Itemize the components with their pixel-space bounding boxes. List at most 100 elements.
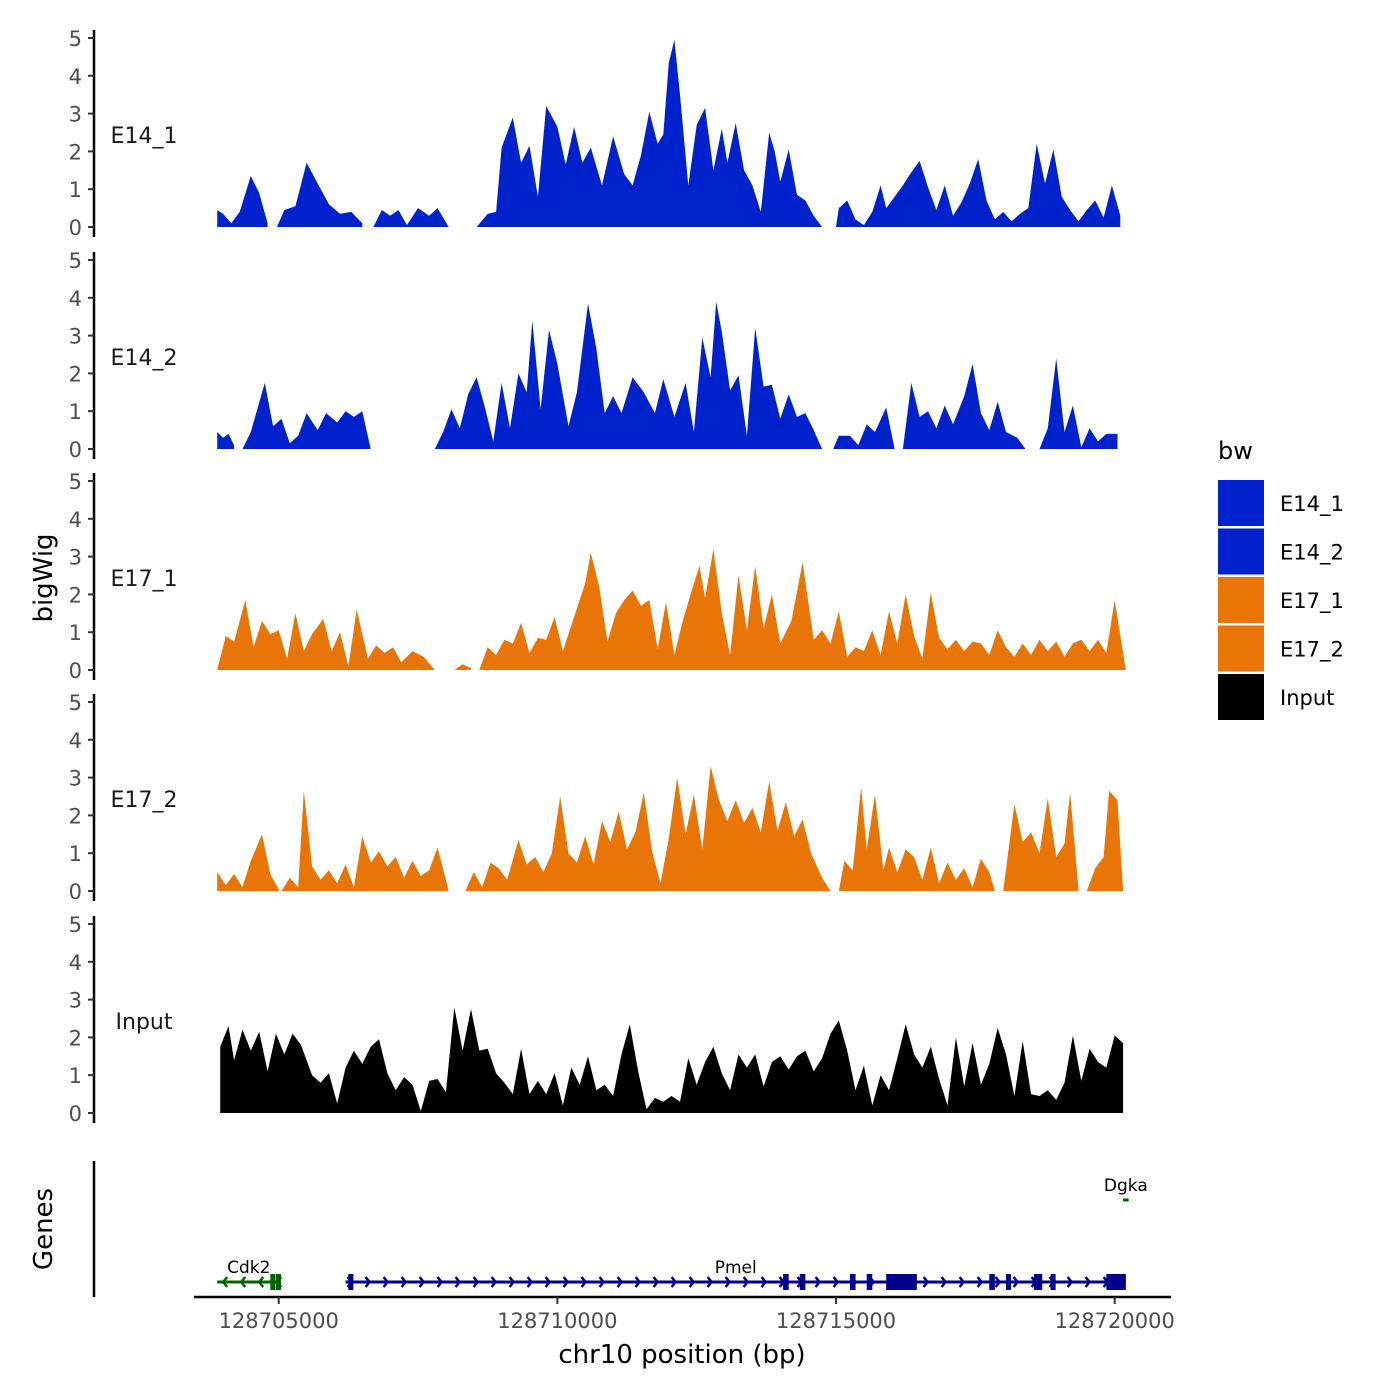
gene-label: Dgka xyxy=(1104,1176,1148,1196)
strand-chevron xyxy=(221,1276,229,1288)
strand-chevron xyxy=(526,1276,534,1288)
strand-chevron xyxy=(958,1276,966,1288)
x-axis: 128705000 128710000 128715000 128720000 xyxy=(194,1295,1175,1333)
exon xyxy=(1006,1274,1012,1290)
exon xyxy=(783,1274,789,1290)
legend: bw E14_1 E14_2 E17_1 E17_2 Input xyxy=(1218,437,1344,720)
strand-chevron xyxy=(257,1276,265,1288)
x-tick-label: 128710000 xyxy=(497,1309,617,1333)
legend-swatch xyxy=(1218,625,1264,672)
y-tick-label: 3 xyxy=(69,103,82,127)
strand-chevron xyxy=(598,1276,606,1288)
y-axis-title: bigWig xyxy=(29,533,59,622)
coverage-area xyxy=(465,766,831,891)
y-tick-label: 0 xyxy=(69,880,82,904)
x-tick-label: 128715000 xyxy=(776,1309,896,1333)
track-label: E17_2 xyxy=(111,788,178,813)
y-tick-label: 2 xyxy=(69,583,82,607)
strand-chevron xyxy=(382,1276,390,1288)
legend-label: E17_1 xyxy=(1280,589,1344,614)
y-tick-label: 4 xyxy=(69,729,82,753)
gene-Cdk2: Cdk2 xyxy=(217,1258,283,1290)
gene-label: Pmel xyxy=(715,1258,757,1278)
legend-swatch xyxy=(1218,528,1264,575)
x-tick-label: 128720000 xyxy=(1055,1309,1175,1333)
coverage-area xyxy=(217,834,279,891)
coverage-area xyxy=(277,162,363,227)
y-tick-label: 5 xyxy=(69,691,82,715)
y-tick-label: 1 xyxy=(69,621,82,645)
strand-chevron xyxy=(1012,1276,1020,1288)
exon xyxy=(989,1274,995,1290)
coverage-area xyxy=(1039,358,1118,449)
coverage-area xyxy=(476,39,823,228)
y-tick-label: 1 xyxy=(69,1064,82,1088)
gene-Dgka: Dgka xyxy=(1104,1176,1148,1202)
coverage-area xyxy=(217,600,435,670)
strand-chevron xyxy=(634,1276,642,1288)
strand-chevron xyxy=(562,1276,570,1288)
genes-axis-title: Genes xyxy=(29,1188,59,1270)
strand-chevron xyxy=(814,1276,822,1288)
coverage-area xyxy=(479,549,1126,670)
legend-label: E14_1 xyxy=(1280,492,1344,517)
exon xyxy=(348,1274,354,1290)
exon xyxy=(799,1274,806,1290)
exon xyxy=(1050,1274,1056,1290)
strand-chevron xyxy=(436,1276,444,1288)
exon xyxy=(849,1274,856,1290)
y-tick-label: 2 xyxy=(69,140,82,164)
strand-chevron xyxy=(994,1276,1002,1288)
track-Input: 0 1 2 3 4 5 Input xyxy=(69,913,1124,1126)
coverage-area xyxy=(281,790,449,891)
legend-entries: E14_1 E14_2 E17_1 E17_2 Input xyxy=(1218,480,1344,720)
strand-chevron xyxy=(652,1276,660,1288)
y-tick-label: 2 xyxy=(69,1026,82,1050)
track-E17_1: 0 1 2 3 4 5 E17_1 xyxy=(69,470,1126,683)
strand-chevron xyxy=(454,1276,462,1288)
y-tick-label: 5 xyxy=(69,470,82,494)
gene-track: Cdk2 Pmel Dgka xyxy=(92,1161,1148,1297)
exon xyxy=(866,1274,873,1290)
y-tick-label: 0 xyxy=(69,438,82,462)
track-label: E14_1 xyxy=(111,124,178,149)
strand-chevron xyxy=(742,1276,750,1288)
x-axis-title: chr10 position (bp) xyxy=(558,1340,805,1370)
legend-label: E17_2 xyxy=(1280,638,1344,663)
y-tick-label: 0 xyxy=(69,659,82,683)
y-tick-label: 5 xyxy=(69,249,82,273)
strand-chevron xyxy=(760,1276,768,1288)
coverage-area xyxy=(833,407,895,449)
coverage-area xyxy=(220,1007,1124,1113)
y-tick-label: 3 xyxy=(69,325,82,349)
track-E14_1: 0 1 2 3 4 5 E14_1 xyxy=(69,27,1121,240)
strand-chevron xyxy=(688,1276,696,1288)
strand-chevron xyxy=(1066,1276,1074,1288)
exon xyxy=(275,1274,281,1290)
legend-entry-Input: Input xyxy=(1218,674,1334,720)
y-tick-label: 2 xyxy=(69,362,82,386)
strand-chevron xyxy=(508,1276,516,1288)
track-E17_2: 0 1 2 3 4 5 E17_2 xyxy=(69,691,1124,904)
y-tick-label: 3 xyxy=(69,546,82,570)
legend-entry-E14_1: E14_1 xyxy=(1218,480,1344,526)
gene-label: Cdk2 xyxy=(227,1258,270,1278)
strand-chevron xyxy=(1084,1276,1092,1288)
bigwig-tracks: 0 1 2 3 4 5 E14_1 0 1 2 3 4 5 E14_2 0 1 2 3 4 5 E17_1 0 1 2 3 4 5 E… xyxy=(69,27,1126,1126)
legend-swatch xyxy=(1218,480,1264,526)
exon xyxy=(886,1274,917,1290)
x-tick-label: 128705000 xyxy=(219,1309,339,1333)
coverage-area xyxy=(242,382,371,449)
y-tick-label: 5 xyxy=(69,27,82,51)
strand-chevron xyxy=(706,1276,714,1288)
legend-entry-E14_2: E14_2 xyxy=(1218,528,1344,575)
coverage-area xyxy=(838,787,995,891)
y-tick-label: 4 xyxy=(69,287,82,311)
y-tick-label: 4 xyxy=(69,951,82,975)
legend-swatch xyxy=(1218,674,1264,720)
y-tick-label: 0 xyxy=(69,1102,82,1126)
strand-chevron xyxy=(976,1276,984,1288)
legend-entry-E17_1: E17_1 xyxy=(1218,577,1344,623)
coverage-area xyxy=(217,176,268,227)
